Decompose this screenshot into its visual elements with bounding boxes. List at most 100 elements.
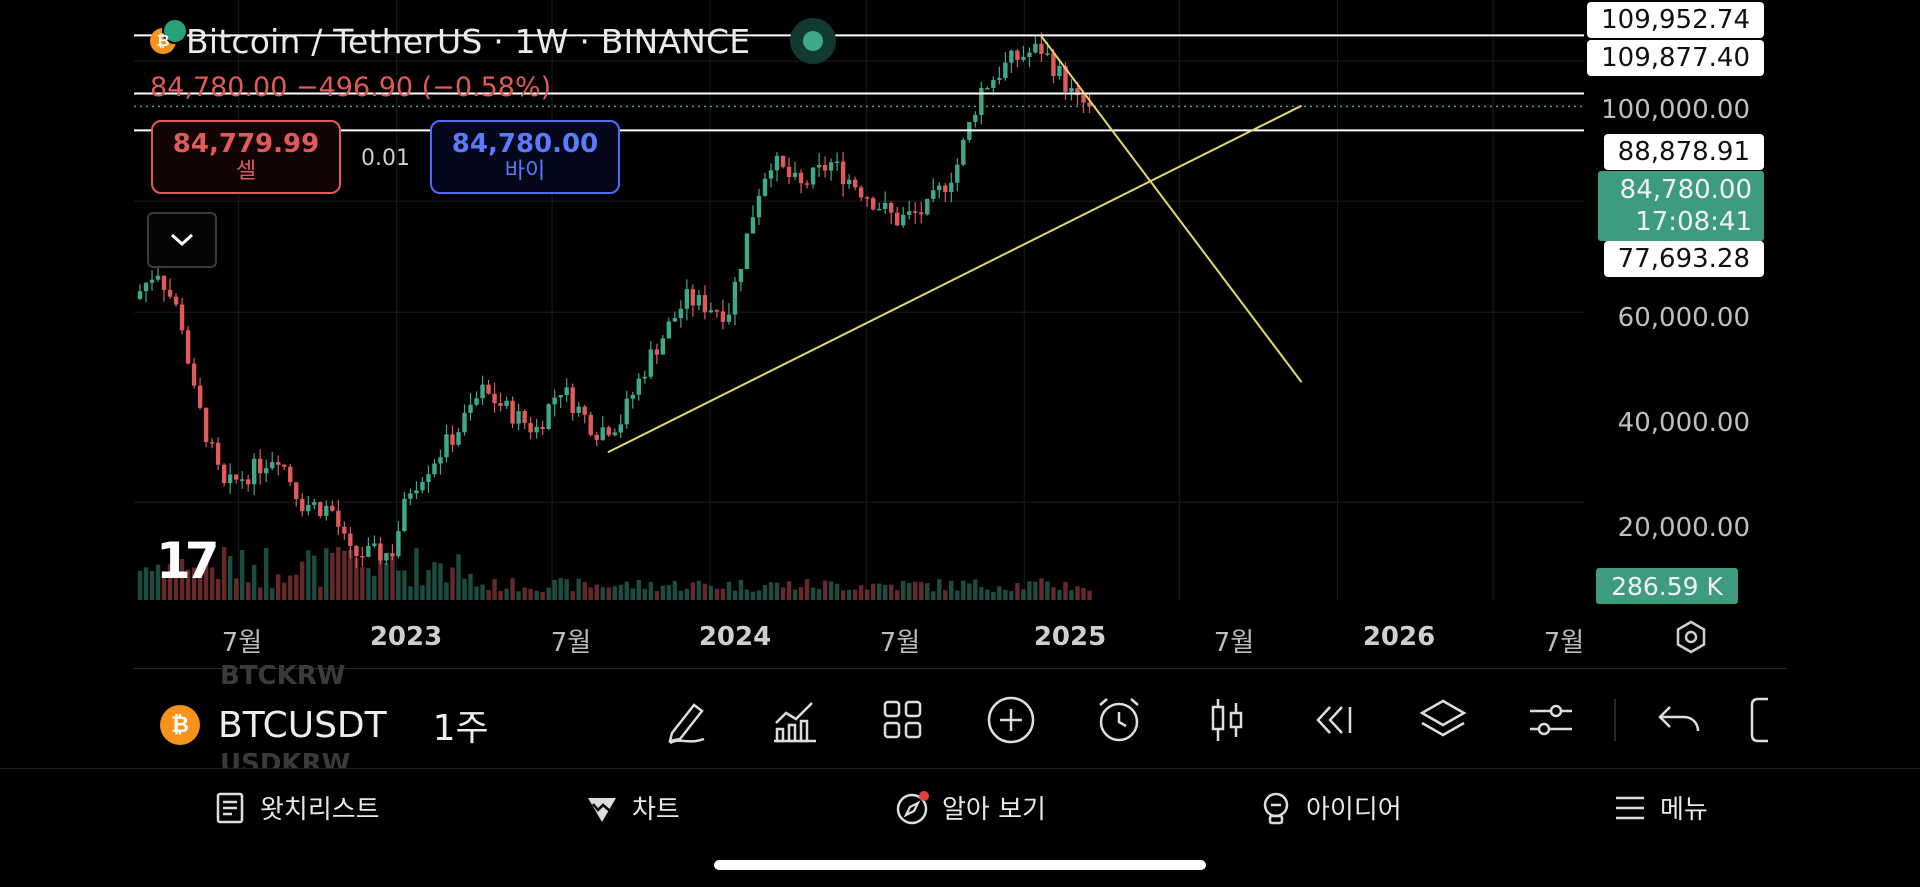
volume-bar: [774, 582, 780, 600]
volume-bar: [282, 582, 287, 600]
volume-bar: [227, 555, 233, 600]
candle-body: [462, 412, 467, 433]
volume-bar: [402, 570, 407, 600]
nav-watchlist[interactable]: 왓치리스트: [212, 789, 380, 826]
candle-body: [895, 212, 900, 226]
volume-bar: [330, 552, 335, 600]
candle-body: [264, 468, 269, 474]
volume-bar: [1021, 589, 1026, 600]
home-indicator: [714, 860, 1206, 870]
volume-bar: [552, 579, 557, 600]
candle-body: [366, 545, 371, 557]
candles-icon[interactable]: [1200, 693, 1254, 747]
volume-bar: [582, 582, 587, 600]
nav-explore[interactable]: 알아 보기: [894, 789, 1046, 826]
chart-settings-icon[interactable]: [1674, 620, 1708, 654]
nav-watchlist-label: 왓치리스트: [260, 795, 380, 825]
level-label-high[interactable]: 109,952.74: [1587, 2, 1764, 38]
level-label-ath[interactable]: 109,877.40: [1587, 40, 1764, 76]
candle-body: [318, 502, 323, 516]
add-icon[interactable]: [984, 693, 1038, 747]
replay-icon[interactable]: [1308, 693, 1362, 747]
candle-body: [588, 414, 593, 435]
volume-bar: [1045, 581, 1050, 600]
volume-bar: [191, 567, 197, 600]
current-price-label: 84,780.00 17:08:41: [1598, 171, 1764, 241]
volume-bar: [354, 558, 359, 600]
candle-body: [312, 502, 317, 505]
fullscreen-icon[interactable]: [1744, 693, 1784, 747]
volume-bar: [648, 581, 654, 600]
chart-area[interactable]: ₿ Bitcoin / TetherUS · 1W · BINANCE 84,7…: [134, 0, 1786, 668]
hamburger-menu-icon: [1616, 796, 1644, 819]
market-status-icon[interactable]: [790, 18, 837, 64]
candle-body: [858, 187, 864, 198]
price-chart[interactable]: [134, 0, 1786, 668]
volume-bar: [1081, 587, 1086, 600]
timeframe-button[interactable]: 1주: [432, 708, 489, 749]
nav-chart[interactable]: 차트: [584, 789, 680, 826]
candle-body: [408, 493, 413, 499]
volume-bar: [750, 591, 756, 600]
axis-label-40k: 40,000.00: [1617, 408, 1750, 438]
candle-body: [378, 543, 383, 561]
candle-body: [901, 214, 906, 226]
volume-bar: [300, 561, 305, 600]
candle-body: [642, 376, 648, 379]
volume-bar: [270, 588, 275, 600]
candle-body: [726, 314, 732, 322]
candle-body: [143, 282, 149, 292]
volume-bar: [870, 583, 876, 600]
candle-body: [197, 385, 203, 408]
candle-body: [750, 217, 756, 234]
candle-body: [708, 310, 714, 313]
volume-bar: [876, 583, 882, 600]
volume-bar: [828, 581, 834, 600]
volume-bar: [161, 573, 167, 600]
buy-button[interactable]: 84,780.00 바이: [430, 120, 620, 194]
nav-menu[interactable]: 메뉴: [1612, 789, 1708, 826]
volume-bar: [636, 579, 641, 600]
candle-body: [300, 498, 305, 512]
pen-icon[interactable]: [660, 693, 714, 747]
symbol-header[interactable]: ₿ Bitcoin / TetherUS · 1W · BINANCE: [150, 18, 837, 64]
candle-body: [846, 179, 852, 185]
candle-body: [251, 458, 257, 485]
candle-body: [931, 190, 936, 199]
symbol-selector[interactable]: ₿ BTCUSDT 1주: [160, 699, 489, 751]
candle-body: [612, 432, 617, 436]
candle-body: [576, 406, 581, 413]
level-label-resistance[interactable]: 88,878.91: [1603, 134, 1764, 170]
settings-sliders-icon[interactable]: [1524, 693, 1578, 747]
indicators-icon[interactable]: [768, 693, 822, 747]
layouts-icon[interactable]: [876, 693, 930, 747]
volume-bar: [961, 580, 966, 600]
candle-body: [606, 427, 611, 436]
candle-body: [1063, 65, 1068, 92]
layers-icon[interactable]: [1416, 693, 1470, 747]
volume-bar: [155, 564, 161, 600]
trendline: [607, 104, 1303, 454]
alarm-icon[interactable]: [1092, 693, 1146, 747]
sell-button[interactable]: 84,779.99 셀: [151, 120, 341, 194]
candle-body: [203, 407, 209, 443]
volume-bar: [672, 580, 678, 600]
nav-ideas[interactable]: 아이디어: [1258, 789, 1402, 826]
level-label-support[interactable]: 77,693.28: [1603, 241, 1764, 277]
candle-body: [354, 545, 359, 557]
candle-body: [221, 464, 227, 484]
undo-icon[interactable]: [1652, 693, 1706, 747]
volume-bar: [233, 578, 239, 600]
volume-bar: [804, 579, 810, 600]
candle-body: [762, 178, 768, 196]
collapse-button[interactable]: [147, 212, 217, 268]
volume-bar: [780, 587, 786, 600]
volume-bar: [426, 570, 431, 600]
volume-bar: [798, 587, 804, 600]
candle-body: [486, 384, 491, 394]
volume-bar: [372, 575, 377, 600]
candle-body: [270, 462, 275, 469]
time-tick: 7월: [1543, 628, 1585, 658]
candle-body: [997, 77, 1002, 80]
candle-body: [816, 164, 822, 168]
